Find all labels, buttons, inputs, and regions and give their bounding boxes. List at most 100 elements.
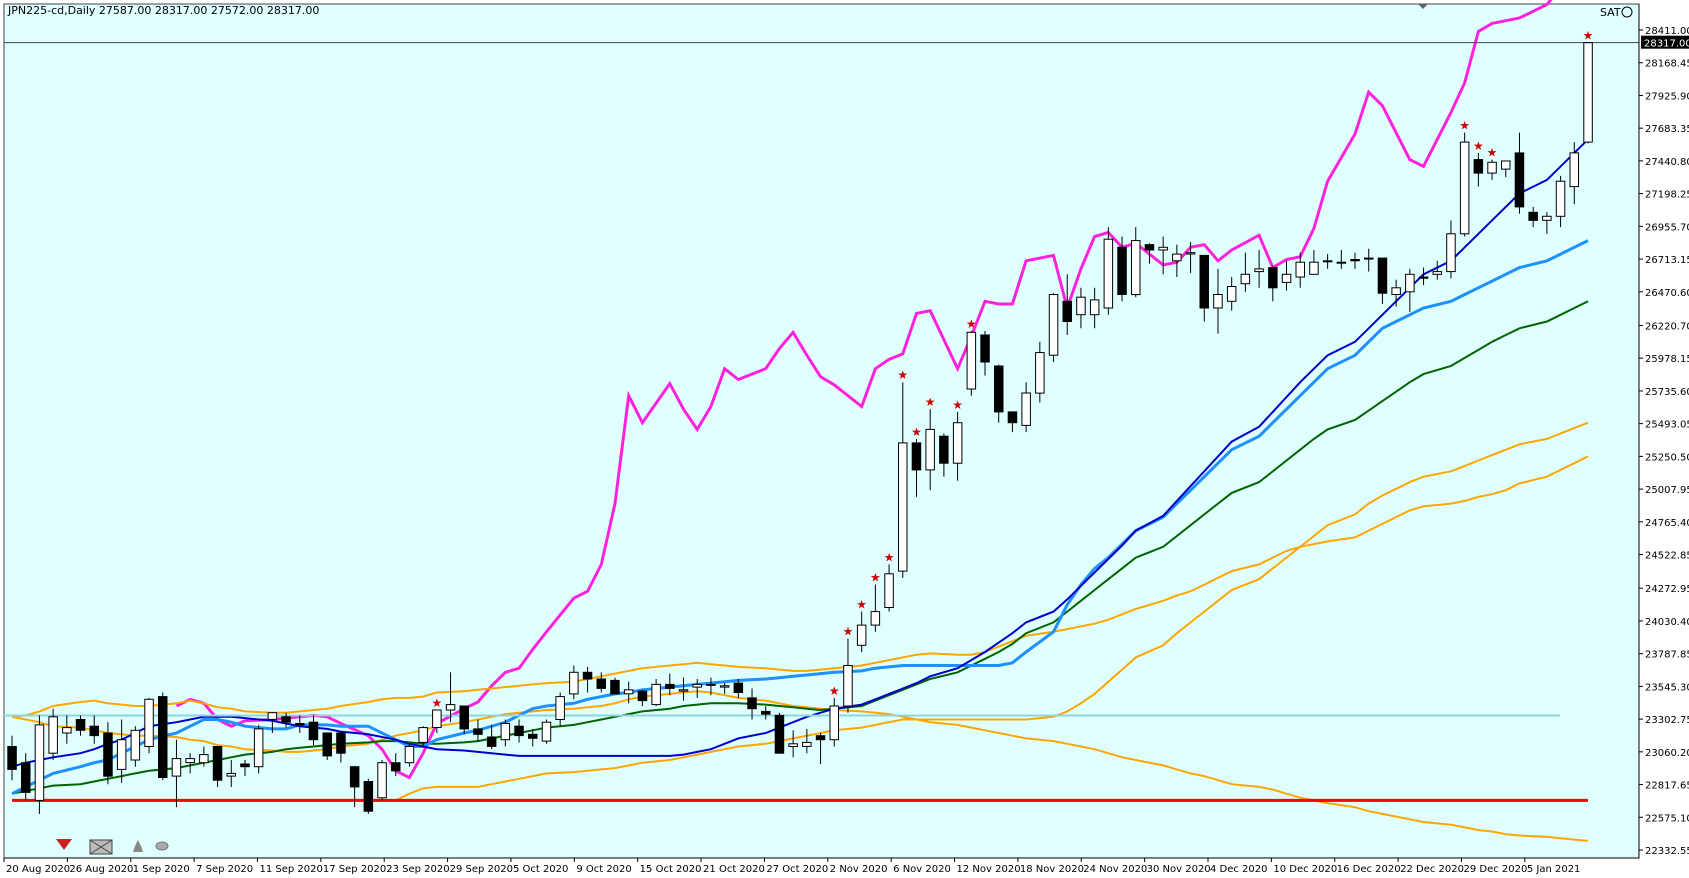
candle-67 [925, 409, 935, 491]
bull-candle-body [1446, 233, 1456, 273]
candle-32 [445, 672, 456, 723]
bull-candle-body [706, 683, 716, 686]
bear-candle-body [7, 746, 17, 770]
price-axis[interactable]: 28411.00 28168.45 27925.90 27683.35 27440.80… [1638, 4, 1689, 858]
candle-111 [1528, 206, 1538, 228]
candle-1 [21, 753, 31, 801]
candle-103 [1418, 267, 1429, 286]
bull-candle-body [1158, 246, 1168, 251]
time-tick-label: 1 Sep 2020 [133, 864, 190, 875]
candle-33 [459, 705, 469, 735]
candle-85 [1172, 244, 1182, 278]
bull-candle-body [253, 728, 264, 768]
bull-candle-body [856, 624, 867, 646]
candle-54 [747, 688, 757, 720]
price-tick-label: 26220.70 [1645, 321, 1689, 332]
time-axis[interactable]: 20 Aug 2020 26 Aug 2020 1 Sep 2020 7 Sep 20… [3, 857, 1639, 875]
candle-98 [1350, 252, 1360, 269]
bear-candle-body [240, 763, 250, 768]
bear-candle-body [295, 723, 305, 726]
candle-87 [1199, 254, 1209, 322]
candle-102 [1405, 268, 1415, 313]
smiley-icon[interactable] [1621, 6, 1633, 18]
bull-candle-body [843, 665, 853, 707]
bull-candle-body [1089, 299, 1100, 316]
comment-icon[interactable] [155, 841, 169, 851]
bear-candle-body [75, 719, 86, 731]
bull-candle-body [966, 331, 977, 390]
scroll-marker-icon[interactable] [1418, 4, 1428, 9]
candle-91 [1254, 250, 1264, 288]
bear-candle-body [158, 696, 168, 778]
bull-candle-body [719, 685, 730, 688]
bear-candle-body [349, 766, 360, 788]
candle-46 [637, 689, 648, 706]
candle-39 [541, 719, 552, 744]
time-tick-label: 20 Aug 2020 [6, 864, 70, 875]
bear-candle-body [1199, 254, 1209, 309]
bull-candle-body [1295, 261, 1305, 278]
price-tick-label: 26470.60 [1645, 288, 1689, 299]
time-tick-label: 29 Sep 2020 [450, 864, 513, 875]
bull-candle-body [1405, 273, 1415, 293]
bull-candle-body [802, 741, 812, 747]
candle-52 [719, 683, 730, 694]
bull-candle-body [1555, 180, 1566, 217]
price-tick-label: 22817.65 [1645, 781, 1689, 792]
bear-candle-body [1350, 259, 1360, 262]
candle-12 [171, 739, 182, 808]
bear-candle-body [322, 732, 332, 757]
bear-candle-body [212, 746, 223, 781]
price-tick-label: 23545.30 [1645, 682, 1689, 693]
candle-92 [1268, 266, 1278, 302]
star-marker: ★ [1459, 119, 1470, 133]
price-tick-label: 25735.60 [1645, 387, 1689, 398]
candle-59 [815, 732, 826, 765]
sat-label[interactable]: SAT [1600, 6, 1621, 19]
time-tick-label: 15 Oct 2020 [640, 864, 702, 875]
series-green-baseline [11, 300, 1589, 795]
bull-candle-body [1131, 240, 1141, 296]
bear-candle-body [582, 671, 593, 680]
candle-107 [1473, 152, 1484, 187]
price-tick-label: 24030.40 [1645, 617, 1689, 628]
candle-44 [610, 677, 620, 695]
bear-candle-body [1144, 244, 1155, 251]
bull-candle-body [555, 696, 565, 720]
price-tick-label: 25978.15 [1645, 354, 1689, 365]
star-marker: ★ [952, 398, 963, 412]
price-tick-label: 27198.25 [1645, 190, 1689, 201]
bull-candle-body [1322, 260, 1333, 263]
bear-candle-body [281, 716, 291, 723]
bull-candle-body [445, 704, 456, 711]
bear-candle-body [1007, 411, 1018, 424]
candle-84 [1158, 236, 1168, 275]
bear-candle-body [774, 714, 785, 754]
candle-65 [898, 382, 908, 578]
bull-candle-body [404, 746, 415, 764]
candle-3 [48, 708, 58, 760]
bull-candle-body [48, 716, 58, 754]
bear-candle-body [336, 732, 346, 754]
candle-104 [1432, 260, 1442, 280]
candle-74 [1021, 382, 1031, 433]
bull-candle-body [898, 442, 908, 572]
candle-24 [336, 731, 346, 763]
time-tick-label: 24 Nov 2020 [1083, 864, 1147, 875]
bell-icon[interactable] [133, 840, 143, 852]
candle-16 [226, 759, 236, 787]
red-arrow-icon[interactable] [56, 839, 72, 850]
series-blue [11, 138, 1589, 768]
candle-15 [212, 746, 223, 787]
star-marker: ★ [1473, 139, 1484, 153]
candle-18 [253, 724, 264, 774]
candle-86 [1185, 241, 1196, 273]
price-tick-label: 25007.95 [1645, 485, 1689, 496]
candles [7, 42, 1593, 814]
bull-candle-body [144, 698, 154, 747]
candle-53 [733, 679, 744, 698]
price-tick-label: 22332.55 [1645, 846, 1689, 857]
candle-14 [199, 746, 209, 767]
candle-43 [596, 672, 606, 693]
